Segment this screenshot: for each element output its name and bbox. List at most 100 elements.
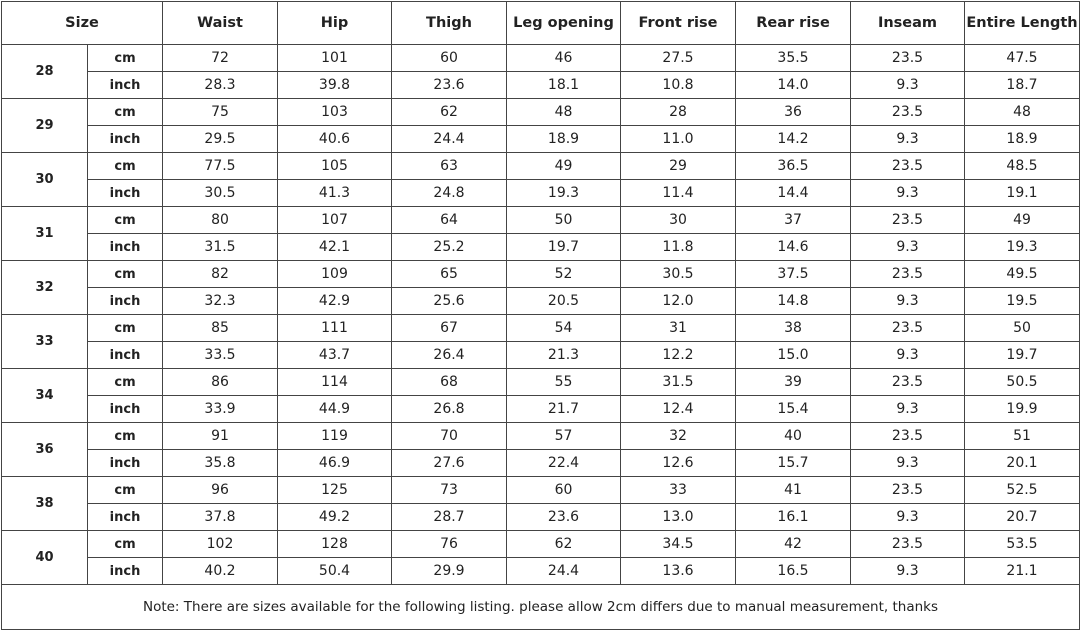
value-cell: 15.0 bbox=[735, 341, 851, 369]
value-cell: 50.4 bbox=[277, 557, 392, 585]
value-cell: 67 bbox=[391, 314, 507, 342]
value-cell: 19.9 bbox=[964, 395, 1080, 423]
unit-cell: cm bbox=[87, 260, 163, 288]
size-cell: 33 bbox=[1, 314, 88, 369]
table-body: 28 cm 72 101 60 46 27.5 35.5 23.5 47.5 inch 28.3 39.… bbox=[1, 44, 1080, 630]
value-cell: 48 bbox=[964, 98, 1080, 126]
value-cell: 42.9 bbox=[277, 287, 392, 315]
value-cell: 29 bbox=[620, 152, 736, 180]
value-cell: 24.4 bbox=[391, 125, 507, 153]
value-cell: 125 bbox=[277, 476, 392, 504]
value-cell: 49 bbox=[964, 206, 1080, 234]
value-cell: 41 bbox=[735, 476, 851, 504]
value-cell: 35.8 bbox=[162, 449, 278, 477]
value-cell: 47.5 bbox=[964, 44, 1080, 72]
value-cell: 23.5 bbox=[850, 314, 965, 342]
value-cell: 39 bbox=[735, 368, 851, 396]
value-cell: 85 bbox=[162, 314, 278, 342]
column-header: Inseam bbox=[850, 1, 965, 45]
value-cell: 30 bbox=[620, 206, 736, 234]
value-cell: 20.1 bbox=[964, 449, 1080, 477]
value-cell: 42 bbox=[735, 530, 851, 558]
header-row: Size Waist Hip Thigh Leg opening Front rise Re… bbox=[1, 1, 1080, 45]
value-cell: 38 bbox=[735, 314, 851, 342]
table-row: inch 32.3 42.9 25.6 20.5 12.0 14.8 9.3 19.5 bbox=[2, 287, 1080, 315]
size-cell: 32 bbox=[1, 260, 88, 315]
value-cell: 23.5 bbox=[850, 476, 965, 504]
unit-cell: inch bbox=[87, 395, 163, 423]
table-row: 28 cm 72 101 60 46 27.5 35.5 23.5 47.5 bbox=[1, 44, 1080, 99]
value-cell: 28.3 bbox=[162, 71, 278, 99]
unit-cell: cm bbox=[87, 152, 163, 180]
value-cell: 31.5 bbox=[620, 368, 736, 396]
value-cell: 9.3 bbox=[850, 287, 965, 315]
unit-cell: cm bbox=[87, 44, 163, 72]
unit-cell: inch bbox=[87, 125, 163, 153]
value-cell: 55 bbox=[506, 368, 621, 396]
value-cell: 27.5 bbox=[620, 44, 736, 72]
value-cell: 63 bbox=[391, 152, 507, 180]
value-cell: 23.6 bbox=[391, 71, 507, 99]
value-cell: 114 bbox=[277, 368, 392, 396]
size-cell: 29 bbox=[1, 98, 88, 153]
value-cell: 18.9 bbox=[964, 125, 1080, 153]
value-cell: 64 bbox=[391, 206, 507, 234]
value-cell: 86 bbox=[162, 368, 278, 396]
table-row: 33 cm 85 111 67 54 31 38 23.5 50 bbox=[1, 314, 1080, 369]
value-cell: 9.3 bbox=[850, 71, 965, 99]
value-cell: 20.5 bbox=[506, 287, 621, 315]
value-cell: 42.1 bbox=[277, 233, 392, 261]
value-cell: 51 bbox=[964, 422, 1080, 450]
size-cell: 28 bbox=[1, 44, 88, 99]
table-row: inch 30.5 41.3 24.8 19.3 11.4 14.4 9.3 19.1 bbox=[2, 179, 1080, 207]
column-header: Rear rise bbox=[735, 1, 851, 45]
size-cell: 31 bbox=[1, 206, 88, 261]
value-cell: 37.8 bbox=[162, 503, 278, 531]
value-cell: 23.5 bbox=[850, 530, 965, 558]
value-cell: 102 bbox=[162, 530, 278, 558]
value-cell: 50 bbox=[506, 206, 621, 234]
value-cell: 40 bbox=[735, 422, 851, 450]
value-cell: 23.5 bbox=[850, 98, 965, 126]
size-cell: 40 bbox=[1, 530, 88, 585]
value-cell: 107 bbox=[277, 206, 392, 234]
value-cell: 9.3 bbox=[850, 125, 965, 153]
value-cell: 9.3 bbox=[850, 233, 965, 261]
value-cell: 15.7 bbox=[735, 449, 851, 477]
value-cell: 49.5 bbox=[964, 260, 1080, 288]
value-cell: 30.5 bbox=[162, 179, 278, 207]
value-cell: 32 bbox=[620, 422, 736, 450]
value-cell: 28 bbox=[620, 98, 736, 126]
value-cell: 12.4 bbox=[620, 395, 736, 423]
value-cell: 11.4 bbox=[620, 179, 736, 207]
table-row: 29 cm 75 103 62 48 28 36 23.5 48 bbox=[1, 98, 1080, 153]
value-cell: 14.4 bbox=[735, 179, 851, 207]
value-cell: 103 bbox=[277, 98, 392, 126]
value-cell: 36 bbox=[735, 98, 851, 126]
unit-cell: inch bbox=[87, 71, 163, 99]
unit-cell: inch bbox=[87, 233, 163, 261]
value-cell: 14.8 bbox=[735, 287, 851, 315]
unit-cell: inch bbox=[87, 503, 163, 531]
value-cell: 21.3 bbox=[506, 341, 621, 369]
value-cell: 44.9 bbox=[277, 395, 392, 423]
table-row: 31 cm 80 107 64 50 30 37 23.5 49 bbox=[1, 206, 1080, 261]
column-header: Waist bbox=[162, 1, 278, 45]
value-cell: 65 bbox=[391, 260, 507, 288]
value-cell: 15.4 bbox=[735, 395, 851, 423]
value-cell: 82 bbox=[162, 260, 278, 288]
value-cell: 109 bbox=[277, 260, 392, 288]
value-cell: 14.2 bbox=[735, 125, 851, 153]
value-cell: 48 bbox=[506, 98, 621, 126]
unit-cell: cm bbox=[87, 368, 163, 396]
size-cell: 38 bbox=[1, 476, 88, 531]
value-cell: 23.5 bbox=[850, 368, 965, 396]
value-cell: 18.9 bbox=[506, 125, 621, 153]
size-cell: 30 bbox=[1, 152, 88, 207]
table-row: inch 28.3 39.8 23.6 18.1 10.8 14.0 9.3 18.7 bbox=[2, 71, 1080, 99]
value-cell: 54 bbox=[506, 314, 621, 342]
value-cell: 32.3 bbox=[162, 287, 278, 315]
value-cell: 40.2 bbox=[162, 557, 278, 585]
